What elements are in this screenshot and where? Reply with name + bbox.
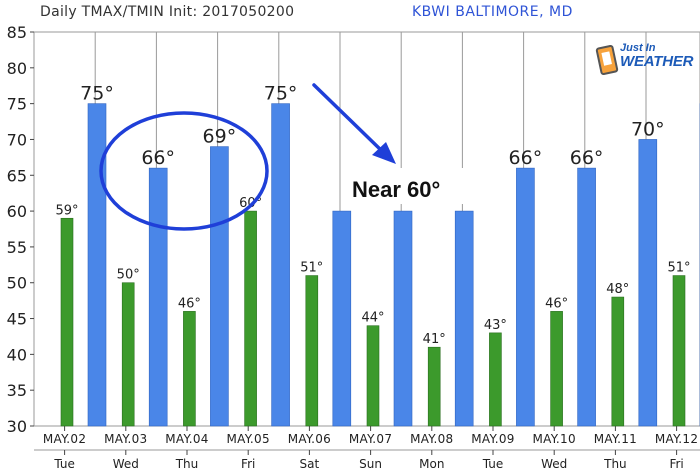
x-tick-label: MAY.03 — [104, 432, 147, 446]
logo-line2: WEATHER — [620, 53, 694, 70]
annotation-arrow-head — [372, 142, 396, 164]
tmax-bar — [210, 146, 229, 427]
y-tick-label: 30 — [7, 417, 27, 436]
tmin-value-label: 59° — [55, 203, 78, 218]
tmin-bar — [366, 325, 380, 427]
just-in-weather-logo: Just In WEATHER — [595, 42, 694, 78]
day-label: Thu — [603, 457, 627, 471]
chart-title: Daily TMAX/TMIN Init: 2017050200 — [40, 4, 295, 20]
annotation-circle — [99, 111, 269, 231]
y-tick-label: 35 — [7, 381, 27, 400]
tmax-bar — [332, 210, 352, 427]
tmax-value-label: 69° — [203, 126, 237, 148]
x-tick-label: MAY.06 — [288, 432, 331, 446]
phone-icon — [595, 44, 619, 76]
tmax-value-label: 66° — [141, 147, 175, 169]
tmin-value-label: 51° — [300, 261, 323, 276]
tmin-value-label: 46° — [545, 296, 568, 311]
y-tick-label: 65 — [7, 166, 27, 185]
day-label: Sun — [359, 457, 382, 471]
tmin-bar — [244, 210, 257, 427]
x-tick-label: MAY.10 — [532, 432, 575, 446]
tmin-value-label: 41° — [423, 332, 446, 347]
tmin-bar — [611, 296, 625, 427]
tmax-bar — [577, 167, 596, 427]
y-tick-label: 40 — [7, 345, 27, 364]
tmin-bar — [121, 282, 135, 427]
y-tick-label: 80 — [7, 59, 27, 78]
y-tick-label: 70 — [7, 130, 27, 149]
tmin-value-label: 43° — [484, 318, 507, 333]
x-tick-label: MAY.02 — [43, 432, 86, 446]
tmax-value-label: 66° — [570, 147, 604, 169]
tmin-bar — [550, 311, 563, 427]
y-tick-label: 75 — [7, 95, 27, 114]
tmin-bar — [489, 332, 502, 427]
y-tick-label: 85 — [7, 23, 27, 42]
x-tick-label: MAY.09 — [471, 432, 514, 446]
tmax-value-label: 70° — [631, 118, 665, 140]
tmax-value-label: 75° — [264, 83, 298, 105]
day-label: Sat — [300, 457, 320, 471]
annotation-text-background — [344, 168, 484, 204]
tmin-value-label: 50° — [117, 268, 140, 283]
tmin-bar — [60, 217, 74, 427]
tmin-bar — [183, 311, 196, 427]
logo-line1: Just In — [620, 42, 656, 54]
day-label: Fri — [669, 457, 683, 471]
annotation-arrow-shaft — [312, 83, 385, 154]
day-label: Wed — [541, 457, 567, 471]
tmin-value-label: 51° — [667, 261, 690, 276]
x-tick-label: MAY.08 — [410, 432, 453, 446]
y-tick-label: 45 — [7, 310, 27, 329]
tmax-bar — [87, 103, 107, 427]
day-label: Tue — [53, 457, 75, 471]
day-label: Tue — [482, 457, 504, 471]
tmin-value-label: 46° — [178, 296, 201, 311]
y-tick-label: 60 — [7, 202, 27, 221]
day-label: Wed — [113, 457, 139, 471]
tmin-bar — [305, 275, 319, 427]
tmin-value-label: 48° — [606, 282, 629, 297]
day-label: Mon — [419, 457, 444, 471]
annotation-text: Near 60° — [352, 177, 440, 202]
tmin-value-label: 44° — [361, 311, 384, 326]
x-tick-label: MAY.12 — [655, 432, 698, 446]
tmax-bar — [454, 210, 474, 427]
x-tick-label: MAY.07 — [349, 432, 392, 446]
day-label: Fri — [241, 457, 255, 471]
station-name: KBWI BALTIMORE, MD — [412, 4, 573, 20]
tmax-value-label: 66° — [509, 147, 543, 169]
tmax-bar — [271, 103, 290, 427]
tmax-bar — [516, 167, 535, 427]
x-tick-label: MAY.04 — [165, 432, 208, 446]
tmax-bar — [148, 167, 168, 427]
tmin-bar — [427, 346, 441, 427]
y-tick-label: 55 — [7, 238, 27, 257]
tmin-bar — [672, 275, 686, 427]
y-tick-label: 50 — [7, 274, 27, 293]
x-tick-label: MAY.05 — [226, 432, 269, 446]
tmax-bar — [638, 139, 658, 427]
day-label: Thu — [175, 457, 199, 471]
tmax-bar — [393, 210, 413, 427]
tmax-value-label: 75° — [80, 83, 114, 105]
x-tick-label: MAY.11 — [594, 432, 637, 446]
